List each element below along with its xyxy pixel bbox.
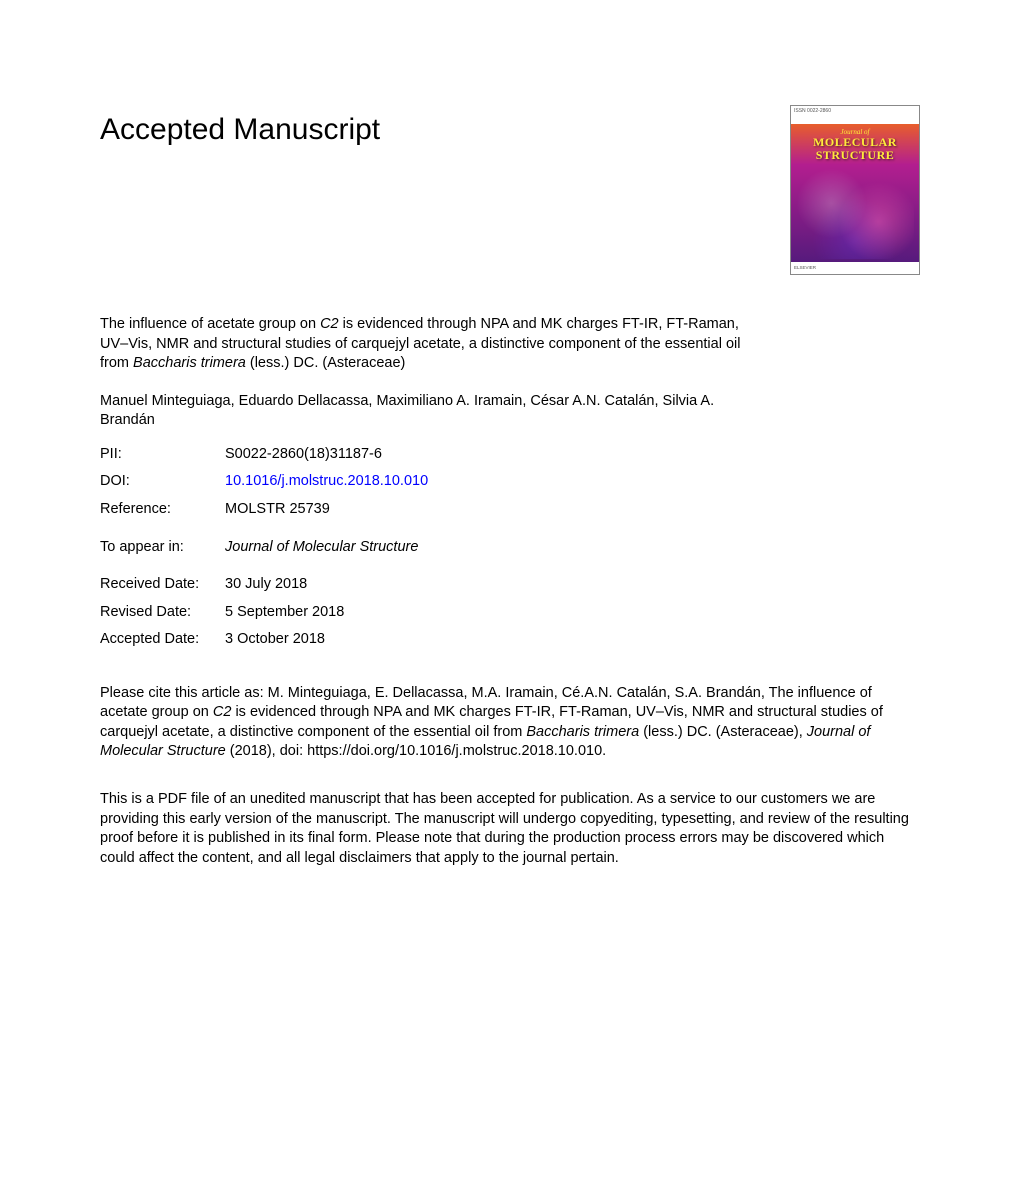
cover-issn: ISSN 0022-2860	[794, 108, 831, 122]
cover-publisher: ELSEVIER	[794, 265, 816, 271]
received-row: Received Date: 30 July 2018	[100, 575, 920, 595]
cover-artwork	[796, 166, 914, 259]
dates-block: Received Date: 30 July 2018 Revised Date…	[100, 575, 920, 650]
journal-cover-thumbnail: ISSN 0022-2860 Journal of MOLECULAR STRU…	[790, 105, 920, 275]
title-post: (less.) DC. (Asteraceae)	[246, 355, 406, 371]
doi-row: DOI: 10.1016/j.molstruc.2018.10.010	[100, 472, 920, 492]
citation-post2: (2018), doi: https://doi.org/10.1016/j.m…	[226, 743, 606, 759]
citation-c2: C2	[213, 704, 232, 720]
to-appear-value: Journal of Molecular Structure	[225, 538, 418, 558]
reference-row: Reference: MOLSTR 25739	[100, 500, 920, 520]
article-title: The influence of acetate group on C2 is …	[100, 315, 760, 374]
cover-journal-title: MOLECULAR STRUCTURE	[791, 136, 919, 161]
metadata-table: PII: S0022-2860(18)31187-6 DOI: 10.1016/…	[100, 445, 920, 520]
authors-list: Manuel Minteguiaga, Eduardo Dellacassa, …	[100, 392, 760, 431]
pii-row: PII: S0022-2860(18)31187-6	[100, 445, 920, 465]
title-c2: C2	[320, 316, 339, 332]
title-species: Baccharis trimera	[133, 355, 246, 371]
accepted-value: 3 October 2018	[225, 630, 325, 650]
reference-value: MOLSTR 25739	[225, 500, 330, 520]
revised-value: 5 September 2018	[225, 603, 344, 623]
citation-post1: (less.) DC. (Asteraceae),	[639, 724, 807, 740]
pii-label: PII:	[100, 445, 225, 465]
doi-label: DOI:	[100, 472, 225, 492]
to-appear-label: To appear in:	[100, 538, 225, 558]
revised-row: Revised Date: 5 September 2018	[100, 603, 920, 623]
received-value: 30 July 2018	[225, 575, 307, 595]
revised-label: Revised Date:	[100, 603, 225, 623]
pii-value: S0022-2860(18)31187-6	[225, 445, 382, 465]
title-pre: The influence of acetate group on	[100, 316, 320, 332]
received-label: Received Date:	[100, 575, 225, 595]
to-appear-row: To appear in: Journal of Molecular Struc…	[100, 538, 920, 558]
header-row: Accepted Manuscript ISSN 0022-2860 Journ…	[100, 110, 920, 275]
page-title: Accepted Manuscript	[100, 110, 380, 151]
citation-species: Baccharis trimera	[526, 724, 639, 740]
cover-title-line2: STRUCTURE	[816, 148, 895, 162]
citation-paragraph: Please cite this article as: M. Mintegui…	[100, 684, 920, 762]
cover-top-bar: ISSN 0022-2860	[791, 106, 919, 124]
reference-label: Reference:	[100, 500, 225, 520]
disclaimer-paragraph: This is a PDF file of an unedited manusc…	[100, 790, 920, 868]
cover-bottom-bar: ELSEVIER	[791, 262, 919, 274]
accepted-row: Accepted Date: 3 October 2018	[100, 630, 920, 650]
doi-link[interactable]: 10.1016/j.molstruc.2018.10.010	[225, 472, 428, 492]
accepted-label: Accepted Date:	[100, 630, 225, 650]
